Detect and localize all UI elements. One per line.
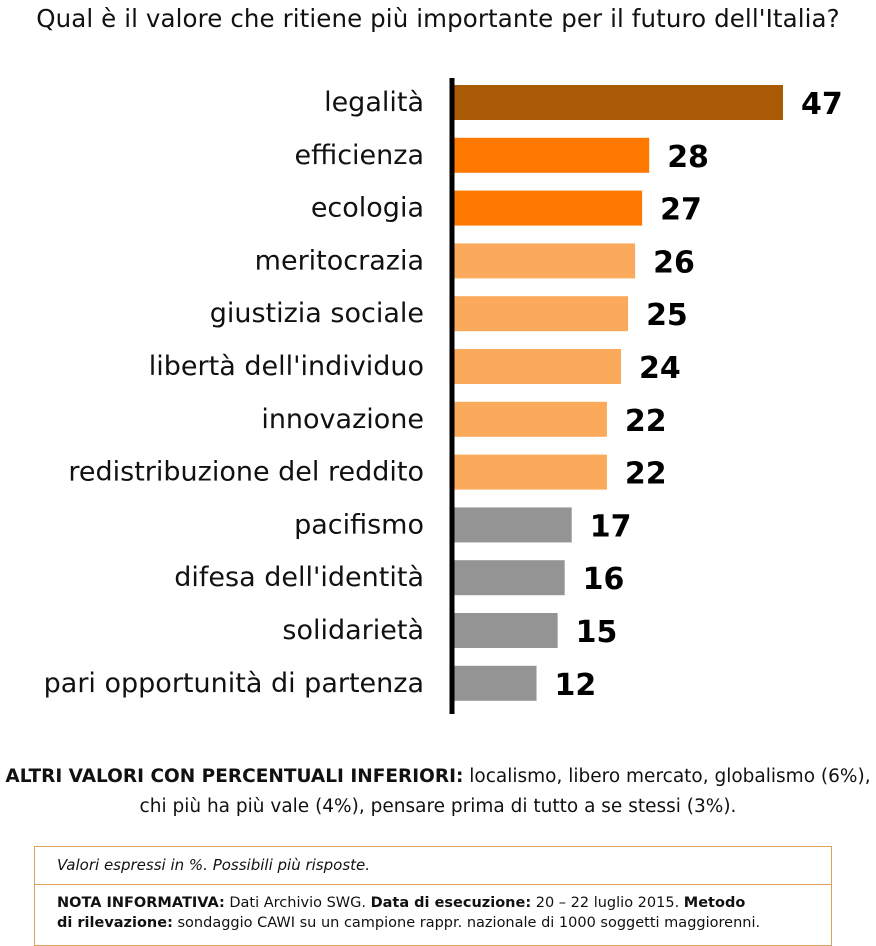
- category-label: solidarietà: [282, 615, 424, 646]
- bar: [452, 401, 607, 437]
- bar-chart: legalità efficienza ecologia meritocrazia gi…: [44, 78, 843, 714]
- bar: [452, 560, 565, 596]
- bar: [452, 190, 643, 226]
- category-label: ecologia: [311, 193, 424, 224]
- chart-title: Qual è il valore che ritiene più importa…: [36, 4, 840, 33]
- category-label: redistribuzione del reddito: [68, 457, 424, 488]
- info-label: NOTA INFORMATIVA:: [57, 895, 225, 911]
- value-label: 15: [576, 615, 618, 650]
- bar: [452, 296, 629, 332]
- method-text: sondaggio CAWI su un campione rappr. naz…: [177, 915, 761, 931]
- methodology-note: NOTA INFORMATIVA: Dati Archivio SWG. Dat…: [35, 885, 831, 933]
- value-label: 25: [646, 298, 688, 333]
- value-label: 22: [625, 457, 667, 492]
- method-label-1: Metodo: [683, 895, 746, 911]
- value-label: 16: [583, 562, 625, 597]
- other-values-note: ALTRI VALORI CON PERCENTUALI INFERIORI: …: [0, 762, 876, 822]
- value-label: 26: [653, 245, 695, 280]
- bar: [452, 243, 636, 279]
- value-label: 12: [555, 668, 597, 703]
- category-label: difesa dell'identità: [174, 562, 424, 593]
- info-box: Valori espressi in %. Possibili più risp…: [34, 846, 832, 946]
- other-values-line-2: chi più ha più vale (4%), pensare prima …: [139, 796, 737, 817]
- value-label: 27: [660, 193, 702, 228]
- method-label-2: di rilevazione:: [57, 915, 173, 931]
- category-label: pacifismo: [294, 509, 424, 540]
- category-label: legalità: [324, 87, 424, 118]
- bar: [452, 665, 537, 701]
- category-label: efficienza: [294, 140, 424, 171]
- category-label: innovazione: [261, 404, 424, 435]
- value-label: 22: [625, 404, 667, 439]
- bar: [452, 137, 650, 173]
- info-text: Dati Archivio SWG.: [229, 895, 366, 911]
- other-values-text-1: localismo, libero mercato, globalismo (6…: [469, 766, 871, 787]
- date-text: 20 – 22 luglio 2015.: [535, 895, 680, 911]
- other-values-lead: ALTRI VALORI CON PERCENTUALI INFERIORI:: [5, 766, 464, 787]
- value-label: 28: [667, 140, 709, 175]
- bar: [452, 349, 622, 384]
- other-values-line-1: ALTRI VALORI CON PERCENTUALI INFERIORI: …: [0, 762, 876, 792]
- category-label: meritocrazia: [255, 245, 424, 276]
- bar: [452, 454, 607, 490]
- value-label: 24: [639, 351, 681, 386]
- value-label: 47: [801, 87, 843, 122]
- value-label: 17: [590, 509, 632, 544]
- category-label: pari opportunità di partenza: [44, 668, 424, 699]
- bar: [452, 613, 558, 648]
- bar: [452, 507, 572, 543]
- bar: [452, 85, 783, 120]
- category-label: libertà dell'individuo: [149, 351, 424, 382]
- category-label: giustizia sociale: [210, 298, 424, 329]
- values-note: Valori espressi in %. Possibili più risp…: [35, 847, 831, 885]
- date-label: Data di esecuzione:: [370, 895, 532, 911]
